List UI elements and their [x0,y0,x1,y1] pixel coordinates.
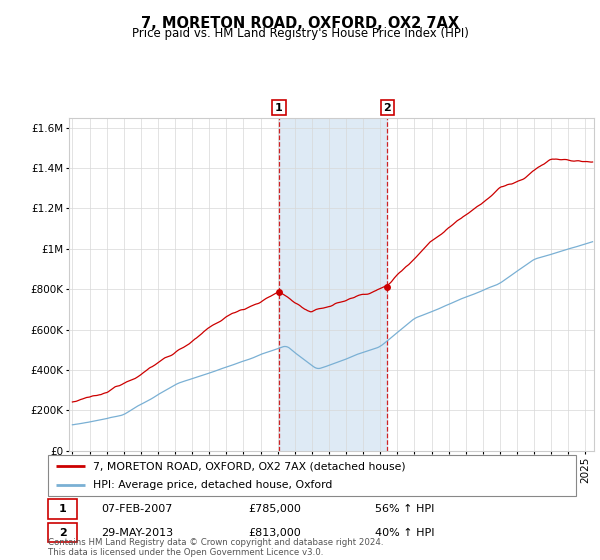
Bar [279,118,387,451]
Text: 1: 1 [275,102,283,113]
Text: 7, MORETON ROAD, OXFORD, OX2 7AX: 7, MORETON ROAD, OXFORD, OX2 7AX [141,16,459,31]
Text: HPI: Average price, detached house, Oxford: HPI: Average price, detached house, Oxfo… [93,480,332,489]
Text: 07-FEB-2007: 07-FEB-2007 [101,504,172,514]
Text: 7, MORETON ROAD, OXFORD, OX2 7AX (detached house): 7, MORETON ROAD, OXFORD, OX2 7AX (detach… [93,461,406,471]
Text: 56% ↑ HPI: 56% ↑ HPI [376,504,435,514]
Text: 40% ↑ HPI: 40% ↑ HPI [376,528,435,538]
FancyBboxPatch shape [48,455,576,496]
Text: 2: 2 [59,528,67,538]
FancyBboxPatch shape [48,523,77,542]
Text: £813,000: £813,000 [248,528,301,538]
FancyBboxPatch shape [48,500,77,519]
Text: Contains HM Land Registry data © Crown copyright and database right 2024.
This d: Contains HM Land Registry data © Crown c… [48,538,383,557]
Text: 1: 1 [59,504,67,514]
Text: Price paid vs. HM Land Registry's House Price Index (HPI): Price paid vs. HM Land Registry's House … [131,27,469,40]
Text: 29-MAY-2013: 29-MAY-2013 [101,528,173,538]
Text: £785,000: £785,000 [248,504,302,514]
Text: 2: 2 [383,102,391,113]
